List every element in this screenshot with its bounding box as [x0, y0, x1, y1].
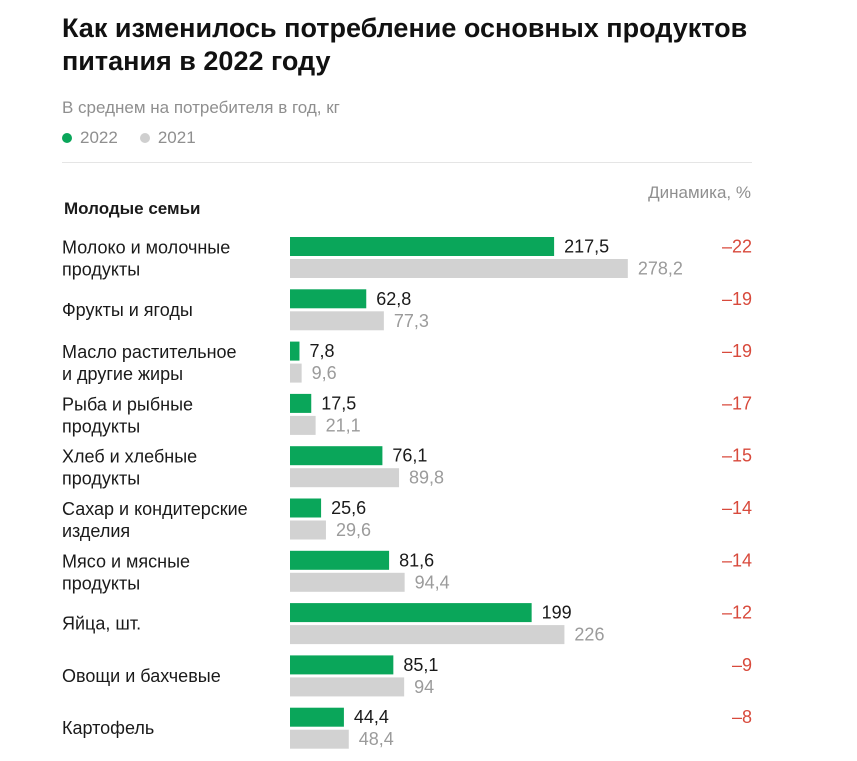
legend-swatch-2022: [62, 133, 72, 143]
dynamics-value: –9: [732, 655, 752, 675]
legend-item-2022: 2022: [62, 128, 118, 148]
value-label-2022: 17,5: [321, 393, 356, 413]
bar-2021: [290, 468, 400, 488]
bar-2022: [290, 237, 555, 256]
chart-title: Как изменилось потребление основных прод…: [62, 13, 748, 76]
legend: 2022 2021: [62, 128, 218, 148]
bar-2021: [290, 311, 384, 331]
section-title: Молодые семьи: [64, 199, 201, 218]
value-label-2021: 77,3: [394, 311, 429, 331]
bar-2021: [290, 572, 405, 592]
category-label: Мясо и мясные продукты: [62, 551, 190, 593]
dynamics-value: –14: [722, 498, 752, 518]
value-label-2021: 278,2: [638, 259, 683, 279]
bar-2022: [290, 446, 383, 466]
bar-2021: [290, 259, 628, 278]
bar-2021: [290, 677, 405, 697]
category-label: Яйца, шт.: [62, 614, 141, 634]
bar-2021: [290, 415, 316, 435]
value-label-2022: 81,6: [399, 550, 434, 570]
legend-item-2021: 2021: [139, 128, 196, 148]
value-label-2021: 89,8: [409, 468, 444, 488]
category-label: Масло растительное и другие жиры: [62, 342, 237, 384]
value-label-2021: 226: [574, 625, 604, 645]
category-label: Хлеб и хлебные продукты: [62, 447, 197, 489]
bar-2022: [290, 289, 367, 309]
dynamics-header: Динамика, %: [648, 183, 751, 202]
value-label-2021: 94,4: [415, 572, 450, 592]
dynamics-value: –15: [722, 446, 752, 466]
bar-2021: [290, 363, 302, 383]
category-label: Овощи и бахчевые: [62, 666, 221, 686]
bar-2022: [290, 393, 312, 413]
value-label-2021: 9,6: [312, 363, 337, 383]
bar-2022: [290, 707, 344, 727]
category-label: Фрукты и ягоды: [62, 300, 193, 320]
dynamics-value: –8: [732, 707, 752, 727]
category-label: Молоко и молочные продукты: [62, 238, 230, 280]
dynamics-value: –17: [722, 393, 752, 413]
value-label-2022: 25,6: [331, 498, 366, 518]
header-divider: [62, 162, 752, 163]
bar-2021: [290, 729, 349, 749]
category-label: Сахар и кондитерские изделия: [62, 499, 248, 541]
value-label-2021: 94: [414, 677, 434, 697]
dynamics-value: –12: [722, 603, 752, 623]
dynamics-value: –19: [722, 289, 752, 309]
legend-label-2022: 2022: [80, 128, 118, 147]
value-label-2021: 29,6: [336, 520, 371, 540]
value-label-2022: 76,1: [392, 446, 427, 466]
value-label-2022: 62,8: [376, 289, 411, 309]
value-label-2022: 217,5: [564, 237, 609, 257]
legend-label-2021: 2021: [157, 128, 196, 147]
bar-2021: [290, 625, 565, 645]
chart-subtitle: В среднем на потребителя в год, кг: [62, 98, 340, 117]
value-label-2022: 85,1: [403, 655, 438, 675]
dynamics-value: –14: [722, 550, 752, 570]
bar-2022: [290, 550, 390, 570]
bar-2022: [290, 498, 322, 518]
bar-2022: [290, 655, 394, 675]
value-label-2021: 48,4: [359, 729, 394, 749]
dynamics-value: –19: [722, 341, 752, 361]
value-label-2022: 44,4: [354, 707, 389, 727]
value-label-2022: 199: [542, 603, 572, 623]
category-label: Рыба и рыбные продукты: [62, 394, 193, 436]
value-label-2022: 7,8: [309, 341, 334, 361]
value-label-2021: 21,1: [326, 415, 361, 435]
category-label: Картофель: [62, 718, 154, 738]
bar-2022: [290, 603, 532, 623]
bar-2022: [290, 341, 300, 361]
legend-swatch-2021: [139, 133, 150, 143]
bar-2021: [290, 520, 326, 540]
dynamics-value: –22: [722, 237, 752, 257]
